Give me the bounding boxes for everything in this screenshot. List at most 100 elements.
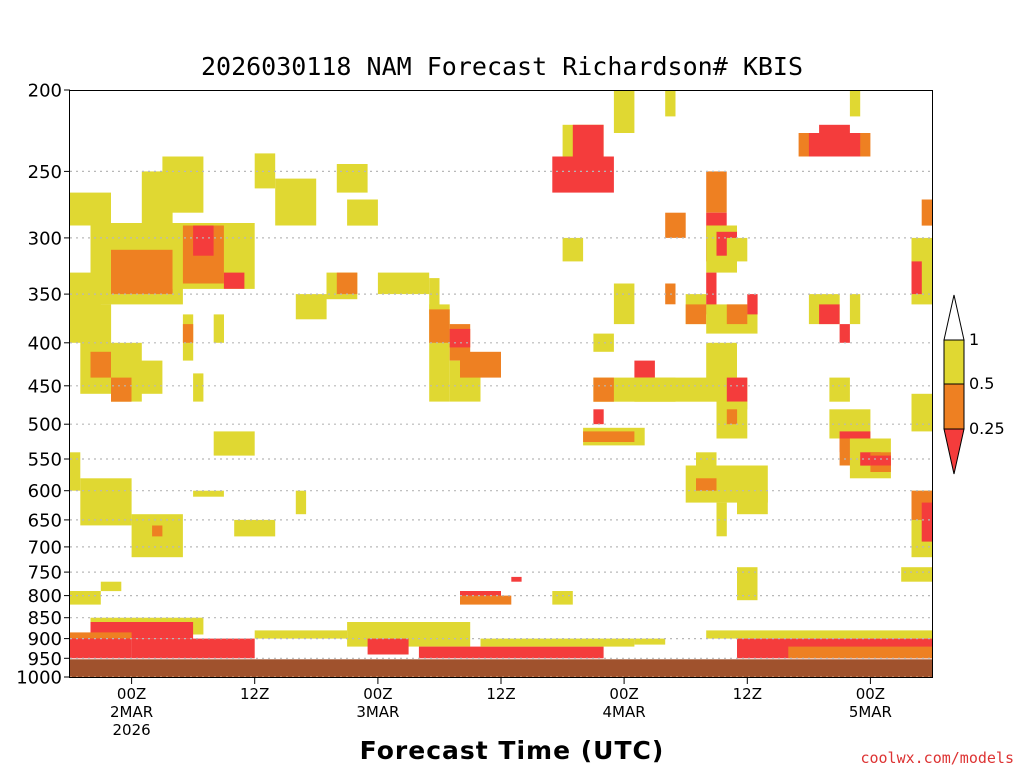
- legend-bin-yellow: [943, 339, 965, 385]
- y-tick-label-550: 550: [28, 450, 62, 471]
- ri-cell-yellow: [70, 452, 81, 491]
- y-axis-pressure: 200 250 300 350 400 450 500 550 600 650 700 7508008…: [16, 81, 70, 689]
- legend-level-label: 0.25: [969, 419, 1005, 438]
- ri-cell-yellow: [480, 638, 635, 647]
- ri-cell-red: [593, 409, 604, 425]
- ri-cell-orange: [70, 632, 132, 639]
- ri-cell-red: [70, 634, 132, 659]
- chart-title: 2026030118 NAM Forecast Richardson# KBIS: [201, 52, 803, 81]
- ri-cell-red: [726, 377, 748, 402]
- ri-cell-yellow: [80, 478, 132, 526]
- y-tick-label-650: 650: [28, 510, 62, 531]
- ri-cell-yellow: [100, 581, 122, 592]
- ri-cell-yellow: [234, 519, 276, 537]
- ri-cell-orange: [665, 212, 686, 238]
- x-tick-label: 00Z: [609, 685, 638, 703]
- ri-cell-yellow: [593, 333, 614, 352]
- y-tick-label-900: 900: [28, 629, 62, 650]
- y-tick-label-800: 800: [28, 586, 62, 607]
- ri-cell-yellow: [634, 638, 666, 645]
- x-tick-label: 00Z: [363, 685, 392, 703]
- ri-cell-red: [747, 294, 758, 315]
- y-tick-label-950: 950: [28, 649, 62, 670]
- ri-cell-yellow: [901, 567, 932, 582]
- ri-cell-yellow: [70, 192, 111, 226]
- ri-cell-orange: [696, 478, 717, 491]
- ri-cell-yellow: [254, 630, 348, 639]
- ri-cell-yellow: [275, 178, 317, 226]
- ground-fill: [70, 659, 932, 677]
- ri-cell-orange: [706, 171, 727, 213]
- ri-cell-yellow: [634, 377, 717, 402]
- ri-cell-yellow: [347, 622, 471, 647]
- y-tick-label-400: 400: [28, 333, 62, 354]
- x-tick-label: 00Z: [856, 685, 885, 703]
- ri-cell-orange: [90, 351, 111, 378]
- ri-cell-orange: [726, 304, 748, 325]
- y-tick-label-350: 350: [28, 285, 62, 306]
- ri-cell-red: [921, 502, 932, 542]
- ri-cell-orange: [921, 199, 932, 226]
- legend-level-label: 0.5: [969, 374, 994, 393]
- legend-bottom-triangle: [943, 428, 965, 475]
- ri-cell-yellow: [193, 373, 204, 402]
- ri-cell-red: [706, 272, 717, 315]
- x-axis-label: Forecast Time (UTC): [360, 736, 665, 765]
- ri-cell-yellow: [429, 278, 440, 315]
- ri-cell-yellow: [849, 294, 861, 325]
- ri-cell-orange: [460, 351, 501, 378]
- ri-cell-orange: [111, 249, 173, 295]
- ri-cell-orange: [583, 431, 635, 442]
- ri-cell-red: [839, 324, 850, 343]
- legend-colorbar: 1 0.5 0.25: [943, 294, 1005, 475]
- ri-cell-yellow: [213, 314, 224, 343]
- ri-cell-red: [634, 360, 655, 378]
- y-tick-label-450: 450: [28, 376, 62, 397]
- ri-cell-orange: [593, 377, 614, 402]
- y-tick-label-700: 700: [28, 537, 62, 558]
- ri-cell-red: [552, 156, 614, 193]
- ri-cell-orange: [152, 525, 163, 537]
- ri-cell-yellow: [213, 431, 255, 456]
- x-tick-label: 5MAR: [849, 703, 892, 721]
- richardson-cells: [70, 90, 932, 659]
- ri-cell-yellow: [131, 360, 163, 394]
- ri-cell-orange: [111, 377, 132, 402]
- legend-bin-orange: [943, 383, 965, 430]
- x-tick-label: 12Z: [240, 685, 269, 703]
- x-tick-label: 00Z: [117, 685, 146, 703]
- x-tick-label: 4MAR: [603, 703, 646, 721]
- ri-cell-yellow: [726, 237, 748, 262]
- ri-cell-yellow: [716, 502, 727, 537]
- ri-cell-yellow: [737, 490, 768, 515]
- ri-cell-red: [511, 576, 522, 582]
- y-tick-label-500: 500: [28, 415, 62, 436]
- ri-cell-red: [449, 328, 471, 348]
- y-tick-label-1000: 1000: [16, 668, 62, 689]
- ri-cell-yellow: [849, 90, 861, 117]
- x-tick-label: 2MAR: [110, 703, 153, 721]
- ri-cell-yellow: [193, 490, 224, 497]
- ri-cell-yellow: [80, 304, 112, 394]
- y-tick-label-750: 750: [28, 563, 62, 584]
- y-tick-label-200: 200: [28, 81, 62, 102]
- ri-cell-red: [819, 124, 850, 149]
- ri-cell-yellow: [295, 490, 307, 515]
- ri-cell-red: [193, 225, 214, 256]
- ri-cell-yellow: [347, 199, 378, 226]
- ri-cell-yellow: [613, 283, 635, 325]
- y-tick-label-300: 300: [28, 228, 62, 249]
- x-tick-label: 2026: [113, 721, 151, 739]
- y-tick-label-250: 250: [28, 162, 62, 183]
- ri-cell-orange: [788, 646, 932, 659]
- y-tick-label-600: 600: [28, 481, 62, 502]
- ri-cell-yellow: [377, 272, 430, 295]
- ri-cell-orange: [182, 324, 194, 343]
- ri-cell-yellow: [911, 393, 932, 432]
- ri-cell-red: [131, 638, 255, 659]
- ri-cell-red: [870, 455, 891, 466]
- ri-cell-orange: [460, 595, 512, 605]
- x-tick-label: 12Z: [733, 685, 762, 703]
- credit-text: coolwx.com/models: [860, 749, 1014, 767]
